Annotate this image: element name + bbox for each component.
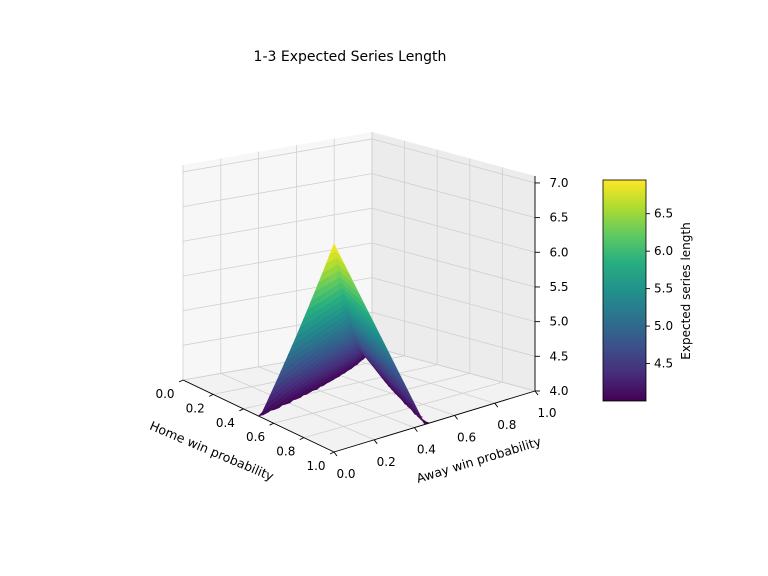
grid-line: [371, 173, 536, 218]
y-tick-label: 0.6: [457, 430, 476, 444]
grid-line: [182, 242, 373, 277]
y-tick-mark: [414, 427, 418, 432]
y-tick-mark: [333, 451, 338, 457]
grid-line: [371, 207, 536, 253]
surface-plot: [257, 243, 430, 425]
x-tick-label: 0.2: [186, 401, 205, 415]
y-tick-label: 0.0: [336, 467, 355, 481]
grid-line: [273, 373, 470, 424]
z-tick-label: 6.0: [549, 245, 568, 259]
z-tick-label: 4.0: [549, 384, 568, 398]
z-tick-label: 7.0: [549, 176, 568, 190]
y-tick-mark: [454, 415, 458, 420]
x-tick-label: 0.6: [246, 430, 265, 444]
grid-line: [371, 242, 536, 288]
y-tick-mark: [494, 402, 499, 408]
x-tick-mark: [239, 408, 244, 412]
y-axis-line: [333, 390, 536, 453]
grid-line: [182, 173, 373, 208]
colorbar-label: Expected series length: [679, 222, 693, 359]
colorbar-tick-label: 5.5: [654, 282, 673, 296]
y-tick-label: 0.4: [417, 443, 436, 457]
y-tick-mark: [534, 390, 539, 396]
colorbar-tick-label: 4.5: [654, 357, 673, 371]
chart-title: 1-3 Expected Series Length: [254, 49, 447, 65]
x-axis-line: [182, 379, 335, 453]
x-tick-mark: [178, 379, 184, 383]
grid-line: [371, 311, 536, 357]
y-axis-label: Away win probability: [415, 433, 544, 485]
z-tick-label: 6.5: [549, 211, 568, 225]
z-tick-label: 4.5: [549, 349, 568, 363]
grid-line: [334, 353, 495, 404]
grid-line: [220, 373, 375, 441]
colorbar: [602, 179, 647, 402]
x-tick-label: 0.0: [155, 387, 174, 401]
x-tick-mark: [329, 451, 335, 455]
axes-panes: [183, 132, 535, 452]
x-tick-label: 0.8: [276, 445, 295, 459]
grid-line: [182, 138, 373, 173]
y-tick-label: 0.8: [497, 418, 516, 432]
colorbar-tick-label: 5.0: [654, 319, 673, 333]
grid-line: [371, 277, 536, 323]
z-tick-label: 5.5: [549, 280, 568, 294]
x-tick-mark: [208, 393, 214, 397]
grid-line: [303, 381, 503, 438]
y-tick-label: 0.2: [377, 455, 396, 469]
x-axis-label: Home win probability: [148, 418, 277, 484]
x-tick-label: 0.4: [216, 416, 235, 430]
right-wall-pane: [372, 132, 535, 391]
z-tick-label: 5.0: [549, 315, 568, 329]
grid-line: [371, 138, 536, 184]
colorbar-tick-label: 6.5: [654, 207, 673, 221]
colorbar-ticks: 4.5 5.0 5.5 6.0 6.5: [646, 207, 673, 371]
y-tick-label: 1.0: [537, 406, 556, 420]
floor-pane: [183, 347, 535, 452]
tick-labels: 0.0 0.2 0.4 0.6 0.8 1.0 0.0 0.2 0.4 0.6 0.8 1.0 4.0 4…: [155, 176, 568, 481]
x-tick-label: 1.0: [306, 459, 325, 473]
grid-line: [182, 207, 373, 242]
y-tick-mark: [373, 439, 378, 445]
x-tick-mark: [299, 437, 305, 441]
axis-lines: [182, 176, 536, 453]
surface-patch: [329, 243, 340, 255]
colorbar-tick-label: 6.0: [654, 244, 673, 258]
x-tick-mark: [269, 422, 274, 426]
grid-line: [371, 346, 536, 392]
